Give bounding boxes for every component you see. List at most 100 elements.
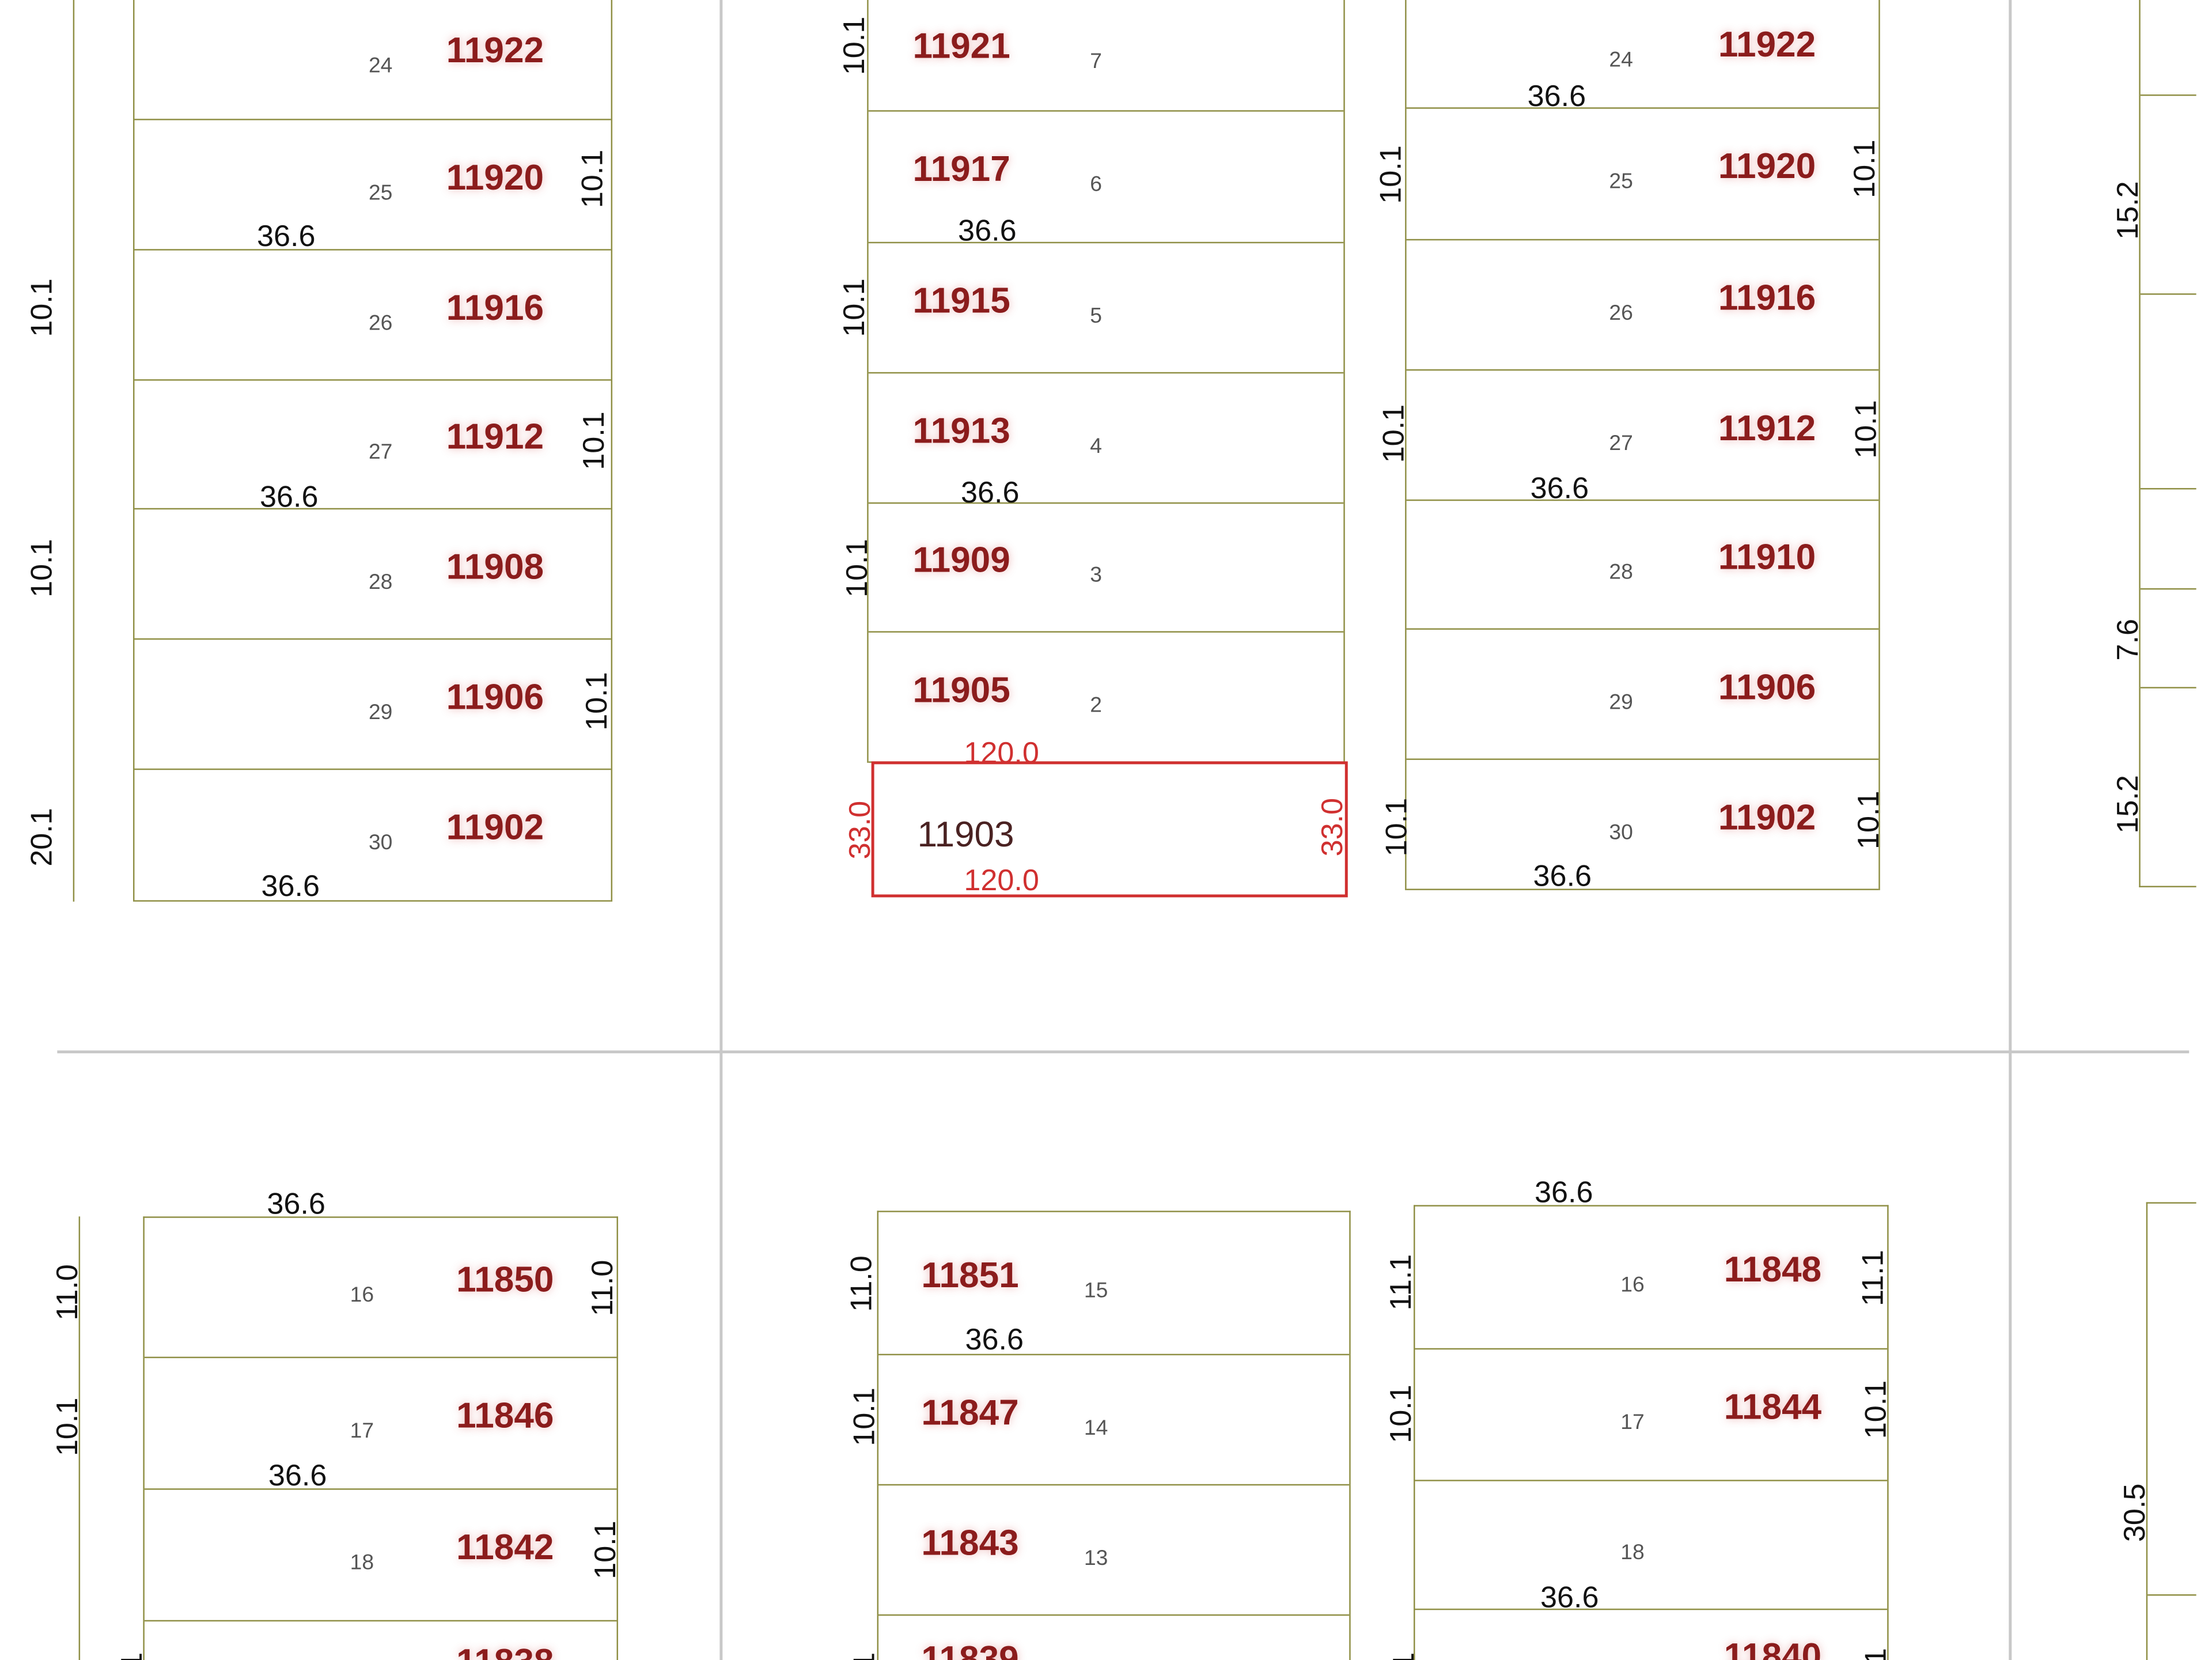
lot-number: 16 [1620, 1273, 1645, 1298]
block-column: 11921 7 11917 6 11915 5 11913 4 11909 3 11905 2 [867, 0, 1345, 763]
dimension-label: 36.6 [958, 214, 1017, 248]
selected-parcel-outline[interactable]: 11903 [871, 761, 1348, 898]
parcel-lot[interactable]: 11847 14 [878, 1355, 1350, 1486]
parcel-lot[interactable]: 11844 17 [1415, 1349, 1888, 1481]
parcel-lot[interactable]: 11916 26 [1406, 240, 1879, 371]
parcel-lot[interactable]: 11922 24 [134, 0, 611, 120]
dimension-label: 10.1 [581, 672, 614, 731]
parcel-lot[interactable]: 11839 [878, 1616, 1349, 1660]
parcel-address: 11921 [912, 26, 1010, 67]
parcel-address: 11843 [921, 1522, 1019, 1563]
selected-parcel-address: 11903 [917, 815, 1014, 856]
dimension-label: 10.1 [1388, 1653, 1422, 1660]
dimension-label: 7.6 [2112, 618, 2145, 661]
road-line-horizontal [57, 1050, 2190, 1053]
parcel-lot[interactable]: 11917 6 [868, 112, 1344, 244]
dimension-label: 30.5 [2119, 1483, 2152, 1542]
parcel-address: 11915 [912, 280, 1010, 321]
parcel-lot[interactable]: 11842 18 [144, 1490, 617, 1622]
dimension-label: 36.6 [1540, 1581, 1599, 1614]
lot-number: 25 [368, 180, 393, 205]
dimension-label: 10.1 [1850, 400, 1883, 459]
lot-number: 18 [350, 1551, 374, 1575]
dimension-label: 36.6 [1535, 1176, 1593, 1209]
parcel-lot[interactable]: 18 [1415, 1481, 1888, 1610]
dimension-label: 10.1 [1385, 1385, 1418, 1443]
parcel-lot[interactable]: 11922 24 [1406, 0, 1879, 109]
lot-number: 13 [1084, 1545, 1108, 1570]
dimension-label: 10.1 [849, 1653, 883, 1660]
lot-number: 4 [1090, 433, 1102, 458]
parcel-address: 11851 [921, 1256, 1019, 1296]
lot-number: 26 [368, 310, 393, 335]
parcel-lot[interactable]: 11921 7 [868, 0, 1344, 112]
lot-number: 5 [1090, 303, 1102, 328]
parcel-address: 11908 [446, 546, 544, 587]
parcel-address: 11842 [456, 1527, 554, 1568]
lot-number: 27 [1609, 430, 1633, 455]
selected-dim-bottom: 120.0 [964, 864, 1039, 898]
dimension-label: 10.1 [838, 278, 872, 337]
parcel-lot[interactable]: 11920 25 [1406, 109, 1879, 241]
parcel-lot[interactable]: 11920 25 [134, 120, 611, 251]
selected-dim-right: 33.0 [1316, 797, 1350, 857]
parcel-lot[interactable]: 11851 15 [878, 1212, 1350, 1356]
parcel-address: 11922 [446, 31, 544, 71]
dimension-label: 10.1 [1377, 404, 1411, 463]
parcel-address: 11912 [1718, 407, 1816, 448]
lot-number: 15 [1084, 1279, 1108, 1303]
dimension-label: 15.2 [2112, 775, 2145, 834]
dimension-label: 10.1 [116, 1653, 150, 1660]
dimension-label: 36.6 [961, 477, 1020, 510]
lot-number: 17 [1620, 1410, 1645, 1435]
parcel-lot[interactable]: 11846 17 [144, 1358, 617, 1490]
parcel-address: 11916 [446, 288, 544, 328]
dimension-label: 36.6 [1533, 860, 1592, 893]
block-column: 11922 24 11920 25 11916 26 11912 27 11910 28 11906… [1405, 0, 1880, 890]
parcel-lot[interactable]: 11848 16 [1415, 1207, 1888, 1350]
parcel-lot[interactable]: 11902 30 [134, 770, 611, 902]
dimension-label: 11.1 [1857, 1250, 1891, 1306]
parcel-address: 11844 [1724, 1387, 1822, 1428]
road-line-vertical [719, 0, 722, 1660]
parcel-lot[interactable]: 11908 28 [134, 509, 611, 640]
parcel-lot[interactable]: 11906 29 [134, 640, 611, 770]
lot-number: 18 [1620, 1540, 1645, 1566]
lot-number: 28 [368, 569, 393, 594]
parcel-address: 11848 [1724, 1250, 1822, 1291]
dimension-label: 10.1 [589, 1521, 623, 1579]
parcel-lot[interactable]: 11912 27 [1406, 370, 1879, 501]
lot-number: 17 [350, 1419, 374, 1443]
parcel-lot[interactable]: 11850 16 [144, 1218, 617, 1359]
parcel-address: 11847 [921, 1392, 1019, 1433]
partial-lot-column-right [2146, 1202, 2196, 1660]
parcel-lot[interactable]: 11910 28 [1406, 501, 1879, 630]
lot-number: 7 [1090, 49, 1102, 74]
parcel-lot[interactable]: 11916 26 [134, 251, 611, 381]
block-column: 11851 15 11847 14 11843 13 11839 [877, 1211, 1351, 1660]
lot-number: 27 [368, 440, 393, 464]
parcel-lot[interactable]: 11840 [1415, 1610, 1887, 1660]
partial-lot-column-left [57, 1216, 81, 1660]
dimension-label: 10.1 [1849, 139, 1882, 198]
lot-number: 26 [1609, 300, 1633, 325]
selected-dim-top: 120.0 [964, 737, 1039, 770]
dimension-label: 10.1 [1859, 1380, 1893, 1439]
parcel-lot[interactable]: 11906 29 [1406, 630, 1879, 760]
dimension-label: 11.0 [845, 1256, 879, 1312]
parcel-lot[interactable]: 11912 27 [134, 381, 611, 510]
parcel-lot[interactable]: 11838 [145, 1621, 617, 1660]
parcel-lot[interactable]: 11902 30 [1406, 760, 1879, 890]
dimension-label: 10.1 [1374, 145, 1408, 204]
parcel-lot[interactable]: 11905 2 [868, 633, 1344, 763]
parcel-lot[interactable]: 11909 3 [868, 504, 1344, 633]
parcel-lot[interactable]: 11843 13 [878, 1485, 1350, 1616]
dimension-label: 10.1 [1860, 1648, 1895, 1660]
parcel-lot[interactable]: 11913 4 [868, 373, 1344, 504]
dimension-label: 10.1 [1853, 791, 1886, 849]
parcel-address: 11916 [1718, 277, 1816, 318]
lot-number: 2 [1090, 693, 1102, 717]
parcel-lot[interactable]: 11915 5 [868, 243, 1344, 374]
parcel-address: 11906 [446, 676, 544, 717]
